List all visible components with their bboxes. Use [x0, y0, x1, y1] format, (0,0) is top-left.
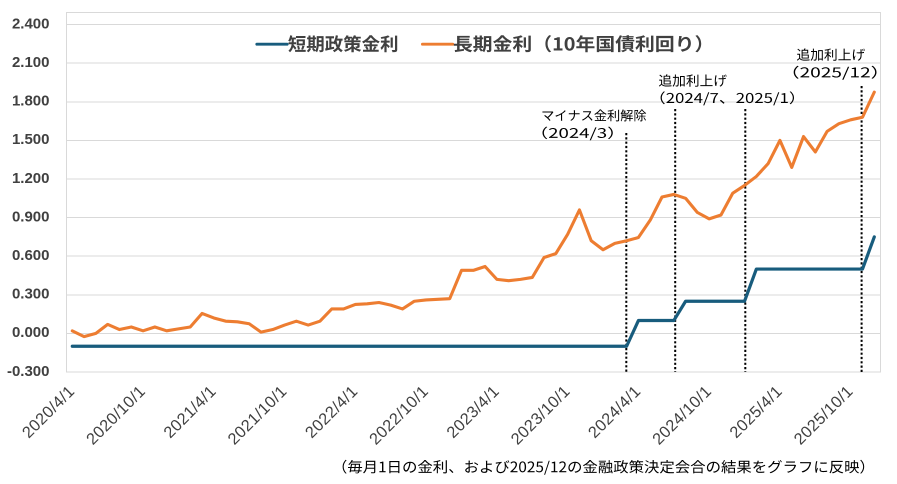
svg-text:1.800: 1.800 [12, 93, 50, 110]
svg-text:2.400: 2.400 [12, 15, 50, 32]
svg-text:-0.300: -0.300 [7, 363, 50, 380]
svg-text:1.200: 1.200 [12, 170, 50, 187]
svg-text:0.300: 0.300 [12, 286, 50, 303]
svg-text:0.900: 0.900 [12, 208, 50, 225]
svg-text:2.100: 2.100 [12, 54, 50, 71]
svg-text:1.500: 1.500 [12, 131, 50, 148]
svg-text:0.600: 0.600 [12, 247, 50, 264]
svg-text:0.000: 0.000 [12, 324, 50, 341]
